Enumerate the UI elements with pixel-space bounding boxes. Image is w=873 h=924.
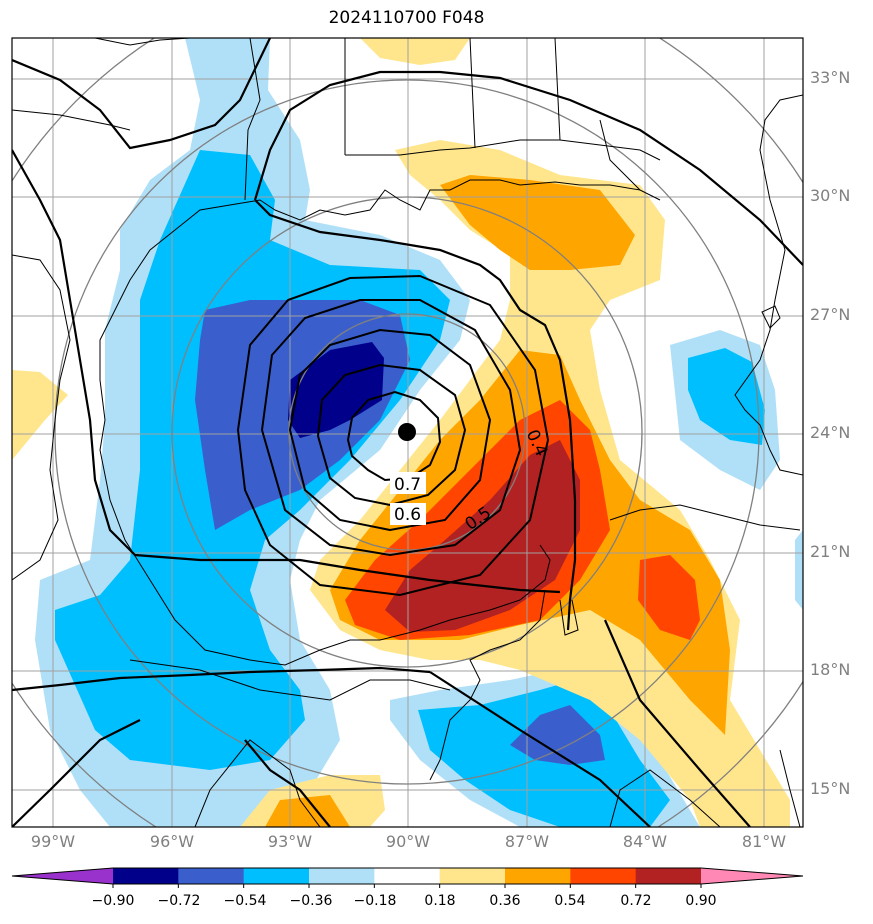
lon-label-99w: 99°W (30, 832, 76, 851)
lon-label-96w: 96°W (149, 832, 195, 851)
lon-label-90w: 90°W (385, 832, 431, 851)
lon-label-93w: 93°W (267, 832, 313, 851)
colorbar-tick-label: 0.90 (685, 893, 717, 909)
lat-label-21n: 21°N (810, 542, 851, 561)
probability-contours (236, 274, 550, 597)
colorbar-segment (243, 868, 310, 884)
colorbar-extend-high (701, 868, 803, 884)
colorbar-tick-label: 0.72 (620, 893, 652, 909)
colorbar-segment (439, 868, 506, 884)
colorbar-segment (374, 868, 441, 884)
bold-isolines (12, 38, 803, 827)
colorbar-segment (178, 868, 245, 884)
colorbar-segment (505, 868, 571, 884)
lat-label-24n: 24°N (810, 423, 851, 442)
range-rings (12, 38, 803, 827)
lat-label-18n: 18°N (810, 660, 851, 679)
contour-label-07: 0.7 (394, 475, 421, 495)
colorbar-segment (309, 868, 375, 884)
map-title: 2024110700 F048 (328, 8, 485, 28)
storm-center-marker (398, 423, 416, 441)
lat-label-30n: 30°N (810, 186, 851, 205)
colorbar-segment (113, 868, 179, 884)
colorbar-extend-low (12, 868, 113, 884)
lat-label-15n: 15°N (810, 779, 851, 798)
colorbar-tick-label: 0.54 (554, 893, 586, 909)
colorbar-tick-label: −0.90 (91, 893, 135, 909)
colorbar-tick-label: −0.18 (353, 893, 397, 909)
colorbar-tick-label: −0.36 (289, 893, 333, 909)
colorbar-tick-label: 0.18 (424, 893, 456, 909)
colorbar-tick-label: −0.72 (157, 893, 201, 909)
coastlines (12, 38, 803, 827)
lat-label-33n: 33°N (810, 68, 851, 87)
lat-label-27n: 27°N (810, 305, 851, 324)
lon-label-87w: 87°W (504, 832, 550, 851)
contour-label-06: 0.6 (394, 505, 421, 525)
colorbar-tick-label: −0.54 (223, 893, 267, 909)
lon-label-84w: 84°W (622, 832, 668, 851)
map-panel: 0.7 0.6 0.5 0.4 (12, 38, 803, 827)
lon-label-81w: 81°W (741, 832, 787, 851)
colorbar-segment (635, 868, 702, 884)
colorbar (11, 867, 804, 888)
colorbar-segment (570, 868, 637, 884)
map-frame (11, 37, 804, 828)
colorbar-tick-label: 0.36 (489, 893, 521, 909)
